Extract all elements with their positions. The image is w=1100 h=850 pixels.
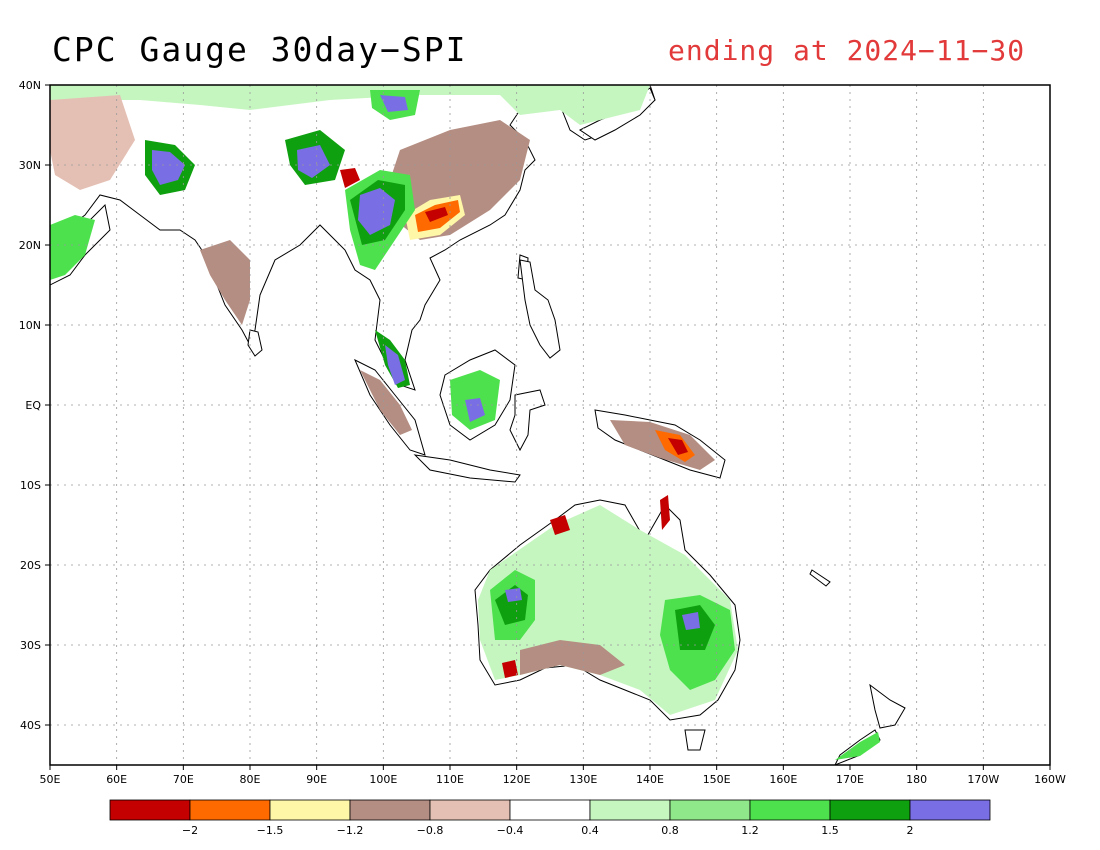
sulawesi [509, 389, 546, 452]
legend-swatch [189, 799, 271, 821]
spi-field [50, 85, 880, 760]
map-title: CPC Gauge 30day−SPI [52, 30, 468, 69]
spi-drought-south-china-peak [425, 207, 448, 222]
legend-label: 1.2 [741, 824, 759, 837]
spi-drought-sw-australia [502, 660, 518, 678]
map-field [50, 85, 1050, 765]
spi-wet-new-zealand [835, 732, 880, 760]
lon-tick-label: 80E [240, 773, 261, 786]
spi-dry-australia-south [520, 640, 625, 675]
legend-label: −1.5 [257, 824, 284, 837]
lat-tick-label: 20N [19, 239, 41, 252]
lon-tick-label: 70E [173, 773, 194, 786]
spi-very-wet-north-band [380, 95, 408, 112]
spi-drought-myanmar [340, 168, 360, 188]
lon-tick-label: 130E [569, 773, 597, 786]
lon-tick-label: 140E [636, 773, 664, 786]
legend-label: −1.2 [337, 824, 364, 837]
lat-tick-label: 20S [20, 559, 41, 572]
new-zealand-north [869, 683, 906, 729]
legend-swatch [669, 799, 751, 821]
legend-swatch [829, 799, 911, 821]
lat-tick-label: 10S [20, 479, 41, 492]
lat-tick-label: 30S [20, 639, 41, 652]
lon-tick-label: 50E [40, 773, 61, 786]
legend-label: −0.8 [417, 824, 444, 837]
spi-very-wet-malay [385, 345, 405, 385]
lon-axis: 50E 60E 70E 80E 90E 100E 110E 120E 130E 140E 150E 1… [40, 765, 1066, 786]
lat-tick-label: 40N [19, 79, 41, 92]
lon-tick-label: 120E [503, 773, 531, 786]
map-grid [50, 85, 1050, 765]
legend-swatch [349, 799, 431, 821]
spi-very-wet-east-australia [682, 612, 700, 630]
philippines [519, 259, 561, 359]
legend-swatch [429, 799, 511, 821]
lon-tick-label: 110E [436, 773, 464, 786]
legend-label: −0.4 [497, 824, 524, 837]
color-legend: −2 −1.5 −1.2 −0.8 −0.4 0.4 0.8 1.2 1.5 2 [109, 799, 991, 837]
spi-very-wet-borneo [465, 398, 485, 422]
spi-very-wet-tibet [297, 145, 330, 178]
new-caledonia [809, 569, 831, 587]
lat-tick-label: EQ [25, 399, 41, 412]
map-subtitle: ending at 2024−11−30 [668, 34, 1026, 67]
spi-drought-new-guinea-core [668, 438, 688, 455]
legend-label: 1.5 [821, 824, 839, 837]
lon-tick-label: 90E [306, 773, 327, 786]
legend-swatch [269, 799, 351, 821]
lon-tick-label: 160E [769, 773, 797, 786]
spi-dry-west-asia [50, 95, 135, 190]
sri-lanka [247, 329, 263, 357]
lon-tick-label: 170W [967, 773, 999, 786]
legend-swatch [109, 799, 191, 821]
legend-swatch [909, 799, 991, 821]
lon-tick-label: 60E [106, 773, 127, 786]
spi-wet-arabia [50, 215, 95, 280]
legend-label: −2 [182, 824, 198, 837]
lon-tick-label: 170E [836, 773, 864, 786]
spi-drought-cape-york [660, 495, 670, 530]
spi-wet-band-north [50, 85, 650, 125]
lon-tick-label: 150E [703, 773, 731, 786]
legend-swatch [509, 799, 591, 821]
lat-axis: 40N 30N 20N 10N EQ 10S 20S 30S 40S [19, 79, 50, 732]
map-frame [49, 84, 1051, 766]
lat-tick-label: 30N [19, 159, 41, 172]
java [413, 454, 521, 483]
lat-tick-label: 10N [19, 319, 41, 332]
lat-tick-label: 40S [20, 719, 41, 732]
legend-label: 2 [907, 824, 914, 837]
spi-dry-sumatra [360, 370, 412, 435]
legend-swatch [749, 799, 831, 821]
lon-tick-label: 100E [369, 773, 397, 786]
legend-label: 0.8 [661, 824, 679, 837]
tasmania [684, 729, 706, 751]
legend-label: 0.4 [581, 824, 599, 837]
spi-very-wet-west-australia [505, 588, 522, 602]
spi-drought-kimberley [550, 515, 570, 535]
spi-very-wet-indochina [358, 188, 395, 235]
spi-dry-india [200, 240, 250, 325]
spi-very-wet-pakistan [152, 150, 185, 185]
legend-swatch [589, 799, 671, 821]
lon-tick-label: 160W [1034, 773, 1066, 786]
lon-tick-label: 180 [906, 773, 927, 786]
